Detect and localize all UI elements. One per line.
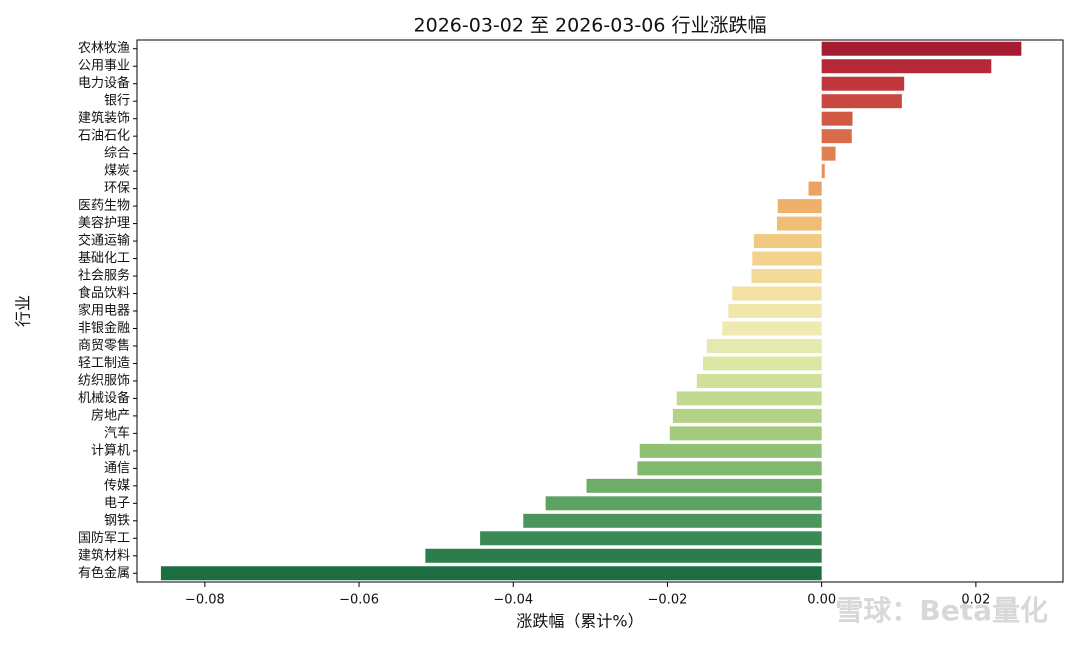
y-tick-label: 通信	[104, 461, 130, 476]
x-tick-label: 0.02	[961, 593, 990, 608]
y-tick-label: 计算机	[91, 443, 130, 458]
bar	[160, 566, 822, 581]
y-tick-label: 电子	[104, 496, 130, 511]
bar	[706, 338, 822, 353]
x-axis-label: 涨跌幅（累计%）	[516, 612, 643, 631]
bar	[425, 548, 822, 563]
bar	[702, 356, 822, 371]
bar	[776, 216, 822, 231]
y-tick-label: 非银金融	[78, 320, 130, 336]
bar	[637, 461, 822, 476]
bar	[821, 129, 852, 144]
bar	[808, 181, 822, 196]
bar	[639, 443, 822, 458]
bar	[545, 496, 822, 511]
y-tick-label: 国防军工	[78, 530, 130, 546]
y-tick-label: 钢铁	[104, 513, 130, 528]
x-tick-label: −0.08	[185, 593, 225, 608]
plot-frame	[136, 39, 1064, 583]
y-tick-label: 煤炭	[104, 164, 130, 179]
bar	[480, 531, 822, 546]
bar	[821, 111, 853, 126]
y-tick-label: 传媒	[104, 478, 130, 493]
bar	[728, 304, 822, 318]
y-tick-label: 银行	[104, 94, 130, 109]
bar	[672, 408, 822, 423]
bar	[821, 146, 836, 161]
bar	[821, 164, 825, 179]
y-tick-label: 石油石化	[78, 129, 130, 144]
y-tick-label: 医药生物	[78, 199, 130, 214]
x-tick-label: −0.06	[339, 593, 379, 608]
y-tick-label: 综合	[104, 146, 130, 161]
y-tick-label: 电力设备	[78, 75, 130, 91]
y-tick-label: 基础化工	[78, 251, 130, 266]
y-tick-label: 社会服务	[78, 268, 130, 284]
bar	[752, 251, 822, 266]
y-tick-label: 纺织服饰	[78, 373, 130, 388]
y-tick-label: 房地产	[91, 407, 130, 423]
y-axis-label: 行业	[14, 295, 33, 327]
bar	[821, 76, 905, 91]
bar	[696, 373, 822, 388]
bar	[669, 426, 822, 441]
y-tick-label: 商贸零售	[78, 337, 130, 353]
y-tick-label: 农林牧渔	[78, 41, 130, 56]
bar	[777, 199, 822, 214]
bar	[722, 321, 822, 336]
y-tick-label: 环保	[104, 181, 130, 196]
y-tick-label: 交通运输	[78, 233, 130, 249]
y-tick-label: 美容护理	[78, 215, 130, 231]
chart-title: 2026-03-02 至 2026-03-06 行业涨跌幅	[414, 15, 767, 37]
y-tick-label: 轻工制造	[78, 356, 130, 371]
y-tick-label: 食品饮料	[78, 285, 130, 301]
y-tick-label: 家用电器	[78, 303, 130, 319]
y-tick-label: 建筑装饰	[78, 110, 130, 126]
x-tick-label: −0.02	[648, 593, 688, 608]
y-tick-label: 汽车	[104, 425, 130, 441]
x-tick-label: 0.00	[807, 593, 836, 608]
x-tick-label: −0.04	[493, 593, 533, 608]
bar	[751, 269, 822, 284]
y-tick-label: 建筑材料	[78, 547, 130, 563]
bar	[821, 41, 1022, 56]
bar	[676, 391, 822, 406]
bar	[586, 478, 822, 493]
y-tick-label: 公用事业	[78, 59, 130, 74]
bar	[523, 513, 822, 528]
y-tick-label: 有色金属	[78, 565, 130, 581]
y-tick-label: 机械设备	[78, 390, 130, 406]
bar	[732, 286, 822, 301]
watermark: 雪球：Beta量化	[835, 594, 1048, 627]
bar	[753, 234, 822, 249]
bar	[821, 94, 902, 109]
bar	[821, 59, 992, 74]
